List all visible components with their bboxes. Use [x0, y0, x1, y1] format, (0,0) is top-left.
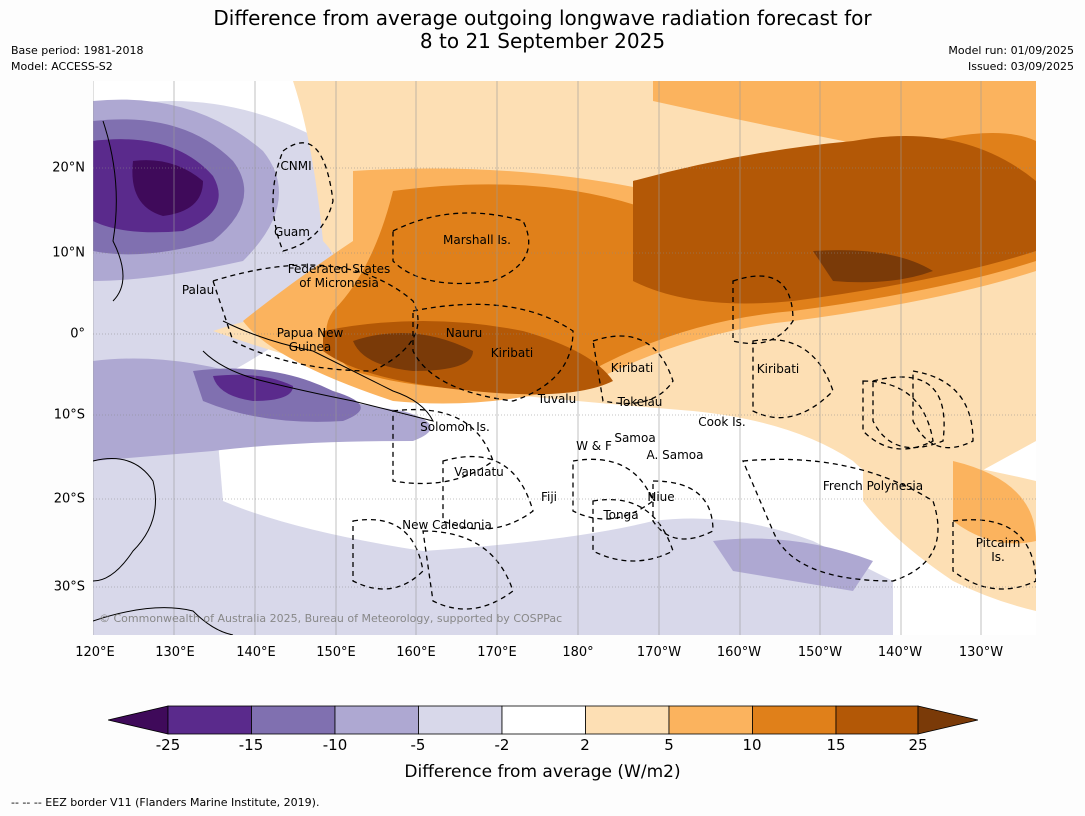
x-tick-label: 140°W	[877, 645, 923, 660]
colorbar-segment	[585, 705, 670, 735]
x-tick-label: 120°E	[75, 645, 115, 660]
model-run: Model run: 01/09/2025	[948, 44, 1074, 57]
region-label-new-caledonia: New Caledonia	[402, 518, 492, 532]
region-label-kiribati-west: Kiribati	[490, 346, 534, 360]
footnote: -- -- -- EEZ border V11 (Flanders Marine…	[11, 796, 320, 809]
region-label-fiji: Fiji	[540, 490, 558, 504]
region-label-palau: Palau	[181, 283, 215, 297]
region-label-tuvalu: Tuvalu	[537, 392, 577, 406]
anomaly-field	[93, 81, 1036, 635]
colorbar-tick: 10	[742, 736, 762, 754]
colorbar-tick: 15	[826, 736, 846, 754]
model-name: Model: ACCESS-S2	[11, 60, 113, 73]
region-label-french-polynesia: French Polynesia	[822, 479, 924, 493]
colorbar-segment	[418, 705, 503, 735]
meta-right: Model run: 01/09/2025 Issued: 03/09/2025	[948, 43, 1074, 75]
colorbar-segment	[668, 705, 753, 735]
colorbar-tick: -15	[238, 736, 264, 754]
colorbar-title: Difference from average (W/m2)	[404, 762, 681, 782]
base-period: Base period: 1981-2018	[11, 44, 144, 57]
region-label-marshall-is: Marshall Is.	[443, 233, 511, 247]
colorbar-tick: 2	[580, 736, 590, 754]
meta-left: Base period: 1981-2018 Model: ACCESS-S2	[11, 43, 143, 75]
colorbar-tick: -2	[494, 736, 510, 754]
x-tick-label: 170°E	[477, 645, 517, 660]
region-label-kiribati-east: Kiribati	[756, 362, 800, 376]
x-tick-label: 160°W	[716, 645, 762, 660]
colorbar-segment	[251, 705, 336, 735]
y-tick-label: 0°	[70, 326, 85, 342]
x-tick-label: 160°E	[396, 645, 436, 660]
issued-date: Issued: 03/09/2025	[967, 60, 1074, 73]
region-label-png-line1: Papua New	[276, 326, 344, 340]
region-label-vanuatu: Vanuatu	[454, 465, 504, 479]
region-label-samoa: Samoa	[614, 431, 656, 445]
region-label-tokelau: Tokelau	[617, 395, 663, 409]
region-label-png-line2: Guinea	[288, 340, 332, 354]
x-tick-label: 130°W	[958, 645, 1004, 660]
x-tick-label: 140°E	[236, 645, 276, 660]
x-tick-label: 180°	[562, 645, 594, 660]
colorbar-tick: -5	[410, 736, 426, 754]
colorbar-segment	[835, 705, 919, 735]
title-line-1: Difference from average outgoing longwav…	[213, 6, 872, 30]
colorbar-tick: -10	[322, 736, 348, 754]
region-label-pitcairn-line2: Is.	[991, 550, 1005, 564]
map-panel: CNMI Guam Marshall Is. Federated States …	[93, 81, 1036, 635]
colorbar	[108, 705, 978, 735]
colorbar-tick: -25	[155, 736, 181, 754]
x-tick-label: 150°W	[797, 645, 843, 660]
region-label-niue: Niue	[647, 490, 675, 504]
map-title: Difference from average outgoing longwav…	[0, 7, 1085, 53]
y-tick-label: 20°S	[53, 491, 85, 507]
y-tick-label: 10°N	[52, 245, 85, 261]
copyright-notice: © Commonwealth of Australia 2025, Bureau…	[99, 612, 563, 625]
colorbar-segment	[334, 705, 419, 735]
title-line-2: 8 to 21 September 2025	[419, 29, 666, 53]
region-label-cnmi: CNMI	[280, 159, 312, 173]
colorbar-tick: 5	[664, 736, 674, 754]
region-label-american-samoa: A. Samoa	[646, 448, 704, 462]
x-tick-label: 170°W	[636, 645, 682, 660]
colorbar-tick: 25	[908, 736, 928, 754]
region-label-pitcairn-line1: Pitcairn	[975, 536, 1021, 550]
region-label-fsm-line2: of Micronesia	[299, 276, 379, 290]
region-label-guam: Guam	[274, 225, 310, 239]
region-label-nauru: Nauru	[445, 326, 483, 340]
colorbar-segment	[501, 705, 586, 735]
colorbar-segment	[917, 705, 978, 735]
region-label-kiribati-central: Kiribati	[610, 361, 654, 375]
colorbar-segment	[752, 705, 837, 735]
region-label-tonga: Tonga	[603, 508, 639, 522]
colorbar-segment	[167, 705, 252, 735]
x-tick-label: 150°E	[316, 645, 356, 660]
y-tick-label: 10°S	[53, 407, 85, 423]
region-label-solomon-is: Solomon Is.	[420, 420, 490, 434]
region-label-wallis-futuna: W & F	[576, 439, 612, 453]
region-label-cook-is: Cook Is.	[698, 415, 746, 429]
y-tick-label: 20°N	[52, 160, 85, 176]
y-tick-label: 30°S	[53, 579, 85, 595]
colorbar-segment	[108, 705, 169, 735]
region-label-fsm-line1: Federated States	[287, 262, 391, 276]
x-tick-label: 130°E	[155, 645, 195, 660]
